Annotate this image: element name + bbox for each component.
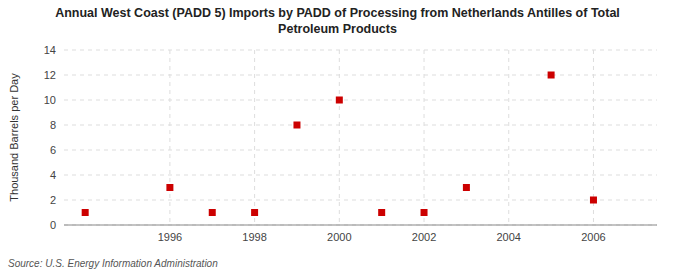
title: Annual West Coast (PADD 5) Imports by PA… [55, 6, 620, 20]
axes: 0 2 4 6 8 10 12 14 1996 1998 2000 2002 2004 2006 [44, 44, 606, 243]
grid-line-x [254, 50, 255, 225]
subtitle: Petroleum Products [278, 22, 397, 36]
grid-line-y [64, 75, 657, 76]
y-tick-label: 12 [44, 69, 56, 81]
grid [64, 50, 657, 225]
point [548, 72, 555, 79]
grid-line-x [339, 50, 340, 225]
annotation: Source: U.S. Energy Information Administ… [8, 258, 218, 269]
point [421, 209, 428, 216]
y-tick-label: 6 [50, 144, 56, 156]
grid-line-y [64, 150, 657, 151]
x-tick-label: 2006 [581, 231, 605, 243]
y-tick-label: 0 [50, 219, 56, 231]
point [293, 122, 300, 129]
y-tick-label: 10 [44, 94, 56, 106]
data-points [82, 72, 597, 217]
y-tick-label: 4 [50, 169, 56, 181]
chart-container: Annual West Coast (PADD 5) Imports by PA… [0, 0, 675, 275]
point [209, 209, 216, 216]
point [82, 209, 89, 216]
chart-svg: Annual West Coast (PADD 5) Imports by PA… [0, 0, 675, 275]
y-tick-label: 14 [44, 44, 56, 56]
grid-line-y [64, 200, 657, 201]
x-tick-label: 2004 [497, 231, 521, 243]
grid-line-x [424, 50, 425, 225]
point [463, 184, 470, 191]
grid-line-y [64, 225, 657, 226]
point [378, 209, 385, 216]
grid-line-y [64, 50, 657, 51]
x-tick-label: 1998 [242, 231, 266, 243]
grid-line-x [508, 50, 509, 225]
y-axis-label: Thousand Barrels per Day [8, 73, 20, 202]
grid-line-y [64, 100, 657, 101]
point [166, 184, 173, 191]
x-tick-label: 2002 [412, 231, 436, 243]
y-tick-label: 8 [50, 119, 56, 131]
grid-line-y [64, 175, 657, 176]
point [336, 97, 343, 104]
x-tick-label: 2000 [327, 231, 351, 243]
point [590, 197, 597, 204]
grid-line-x [169, 50, 170, 225]
x-axis-line [64, 225, 657, 226]
grid-line-y [64, 125, 657, 126]
y-tick-label: 2 [50, 194, 56, 206]
x-tick-label: 1996 [158, 231, 182, 243]
point [251, 209, 258, 216]
